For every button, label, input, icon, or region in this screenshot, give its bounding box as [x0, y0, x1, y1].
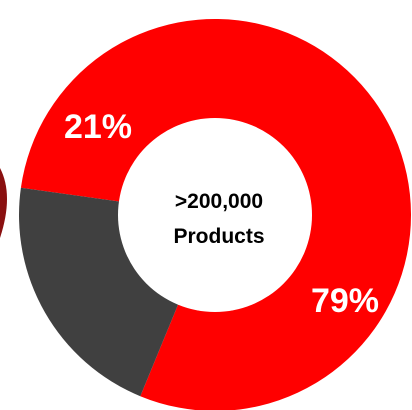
donut-hole [118, 118, 312, 312]
slice-label-0: 79% [311, 282, 379, 320]
slice-label-1: 21% [64, 108, 132, 146]
center-title-line-2: Products [173, 225, 264, 248]
center-title-line-1: >200,000 [175, 190, 263, 213]
partial-edge-shape [0, 168, 7, 238]
